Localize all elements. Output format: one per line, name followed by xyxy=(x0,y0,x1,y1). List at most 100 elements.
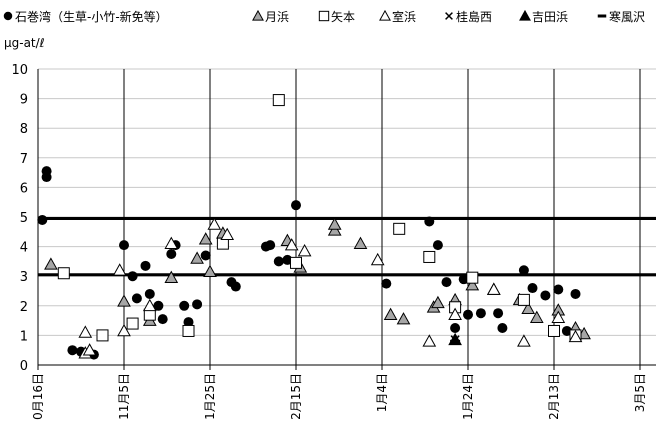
y-tick-label: 5 xyxy=(20,211,28,226)
data-point-circle xyxy=(230,281,241,292)
data-point-triangle-gray xyxy=(198,232,213,245)
data-point-circle xyxy=(273,256,284,267)
data-point-circle xyxy=(463,309,473,320)
data-point-circle xyxy=(179,300,190,311)
data-point-triangle-gray xyxy=(327,223,342,236)
x-tick-label: 2月13日 xyxy=(547,373,561,420)
data-point-circle xyxy=(475,308,486,319)
data-point-circle xyxy=(540,290,551,301)
data-point-circle xyxy=(41,172,52,183)
x-tick-label: 11月5日 xyxy=(117,373,131,420)
legend-entry: 桂島西 xyxy=(445,9,492,24)
data-point-circle xyxy=(282,254,293,265)
data-point-circle xyxy=(424,216,435,227)
data-point-square xyxy=(548,324,560,337)
data-point-circle xyxy=(432,240,443,251)
data-point-triangle-open xyxy=(142,298,157,312)
data-point-circle xyxy=(166,249,177,259)
legend-label: 室浜 xyxy=(392,9,416,24)
data-point-square xyxy=(517,293,530,306)
data-point-triangle-open xyxy=(568,329,583,343)
data-point-triangle-gray xyxy=(164,270,179,283)
data-point-circle xyxy=(192,299,203,310)
data-point-square xyxy=(290,256,302,269)
legend-label: 矢本 xyxy=(331,10,355,24)
legend: 石巻湾（生草-小竹-新免等） 月浜 矢本 室浜 桂島西 吉田浜 寒風沢 xyxy=(3,9,645,24)
legend-marker xyxy=(252,9,264,21)
legend-marker xyxy=(597,14,607,18)
data-point-triangle-gray xyxy=(117,294,131,307)
data-point-circle xyxy=(157,314,168,325)
data-point-circle xyxy=(153,300,164,311)
x-tick-label: 11月25日 xyxy=(203,373,217,420)
legend-label: 月浜 xyxy=(265,10,289,24)
data-point-circle xyxy=(450,323,461,333)
data-point-circle xyxy=(493,308,504,319)
legend-entry: 石巻湾（生草-小竹-新免等） xyxy=(3,9,168,24)
data-point-square xyxy=(57,267,70,280)
reference-lines xyxy=(38,216,656,277)
y-tick-label: 8 xyxy=(20,122,28,137)
data-point-circle xyxy=(144,288,155,299)
data-point-circle xyxy=(441,277,452,288)
legend-entry: 室浜 xyxy=(379,9,416,24)
data-point-triangle-gray xyxy=(190,251,204,264)
legend-label: 吉田浜 xyxy=(532,10,568,24)
data-point-triangle-open xyxy=(370,252,385,266)
y-tick-label: 0 xyxy=(20,359,28,374)
data-point-triangle-gray xyxy=(465,278,480,291)
x-tick-label: 12月15日 xyxy=(289,373,303,420)
data-point-triangle-open xyxy=(164,236,179,249)
data-point-square xyxy=(393,222,406,235)
data-point-triangle-gray xyxy=(431,295,445,309)
x-tick-label: 1月24日 xyxy=(461,373,475,420)
legend-marker xyxy=(318,10,330,22)
data-point-triangle-open xyxy=(284,238,299,251)
data-point-triangle-open xyxy=(422,334,437,347)
data-point-triangle-open xyxy=(78,325,93,338)
data-point-circle xyxy=(183,317,194,328)
legend-label: 石巻湾（生草-小竹-新免等） xyxy=(15,9,168,24)
data-point-triangle-gray xyxy=(521,301,536,315)
y-tick-label: 7 xyxy=(20,152,28,167)
data-point-triangle-open xyxy=(117,323,131,337)
data-point-circle xyxy=(291,200,301,211)
x-tick-label: 3月5日 xyxy=(633,373,647,412)
data-point-triangle-open xyxy=(551,310,566,323)
legend-marker xyxy=(3,11,13,21)
data-point-circle xyxy=(140,260,151,271)
data-point-triangle-open xyxy=(112,263,127,276)
legend-label: 寒風沢 xyxy=(609,9,645,24)
legend-marker xyxy=(379,9,391,21)
y-tick-label: 6 xyxy=(20,181,28,196)
data-point-triangle-open xyxy=(486,282,501,295)
x-tick-label: 1月4日 xyxy=(375,373,389,412)
data-point-square xyxy=(272,94,285,107)
y-tick-label: 3 xyxy=(20,270,28,285)
data-point-triangle-open xyxy=(517,334,531,347)
legend-label: 桂島西 xyxy=(456,9,492,24)
legend-entry: 吉田浜 xyxy=(519,9,568,24)
data-point-circle xyxy=(381,278,392,289)
y-tick-label: 10 xyxy=(11,63,28,78)
data-point-circle xyxy=(518,265,529,276)
data-point-dash xyxy=(450,339,461,343)
y-tick-label: 1 xyxy=(20,329,28,344)
data-points xyxy=(37,94,591,360)
data-point-square xyxy=(182,324,195,337)
y-tick-label: 4 xyxy=(20,241,28,256)
data-point-triangle-open xyxy=(448,307,462,320)
data-point-circle xyxy=(527,283,538,294)
x-tick-label: 10月16日 xyxy=(31,373,45,420)
x-tick-labels: 10月16日 11月5日 11月25日 12月15日 1月4日 1月24日 2月13日 3月5… xyxy=(31,373,647,424)
y-tick-label: 9 xyxy=(20,93,28,108)
data-point-circle xyxy=(37,214,48,225)
data-point-triangle-gray xyxy=(44,257,58,270)
data-point-circle xyxy=(131,293,142,304)
data-point-circle xyxy=(570,288,581,299)
data-point-triangle-gray xyxy=(353,236,368,249)
data-point-triangle-gray xyxy=(529,310,544,323)
data-point-square xyxy=(96,329,109,342)
